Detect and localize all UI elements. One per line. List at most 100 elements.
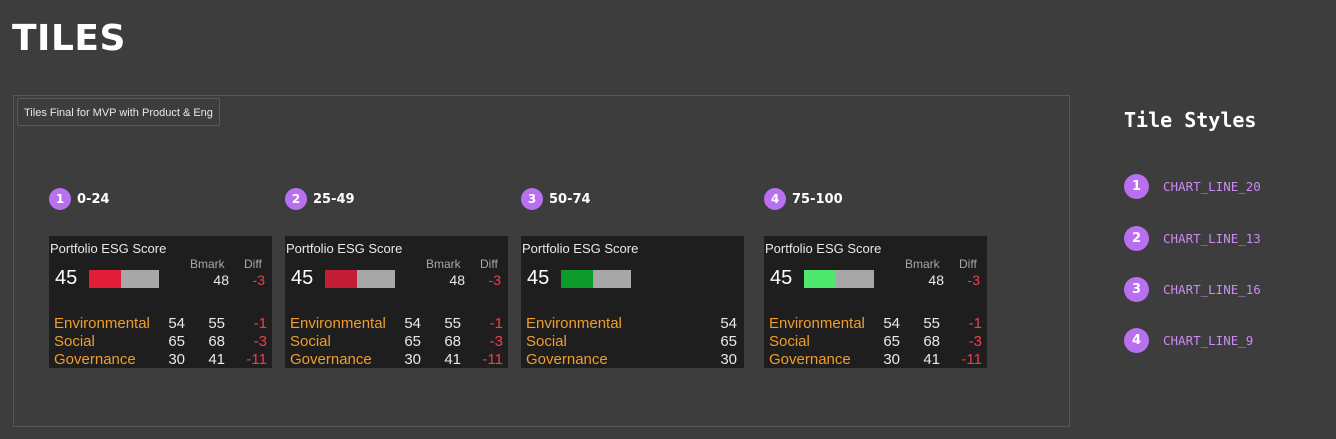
variant-header: 4 75-100 — [764, 187, 843, 211]
pillar-score: 54 — [404, 315, 421, 332]
style-name: CHART_LINE_13 — [1163, 231, 1261, 246]
variant-range-label: 25-49 — [313, 191, 355, 207]
pillar-name: Social — [769, 333, 810, 350]
pillar-diff: -11 — [246, 351, 267, 368]
portfolio-score: 45 — [291, 267, 314, 289]
score-bar-fill — [325, 270, 357, 288]
pillar-bmark: 68 — [923, 333, 940, 350]
pillar-score: 30 — [883, 351, 900, 368]
diff-header: Diff — [959, 257, 977, 271]
pillar-diff: -3 — [968, 333, 982, 350]
variant-range-label: 75-100 — [792, 191, 843, 207]
score-bar — [89, 270, 159, 288]
pillar-row-social: Social 65 — [526, 333, 739, 351]
pillar-diff: -1 — [489, 315, 503, 332]
pillar-diff: -1 — [253, 315, 267, 332]
style-name: CHART_LINE_16 — [1163, 282, 1261, 297]
variant-header: 1 0-24 — [49, 187, 110, 211]
pillar-score: 65 — [883, 333, 900, 350]
benchmark-score: 48 — [928, 272, 944, 288]
frame — [13, 95, 1070, 427]
esg-score-tile[interactable]: Portfolio ESG Score Bmark Diff 45 48 -3 … — [49, 236, 272, 368]
style-number-badge: 3 — [1124, 277, 1149, 302]
benchmark-score: 48 — [449, 272, 465, 288]
pillar-row-social: Social 65 68 -3 — [769, 333, 982, 351]
pillar-bmark: 41 — [208, 351, 225, 368]
variant-3: 3 50-74 Portfolio ESG Score 45 Environme… — [521, 187, 744, 368]
variant-range-label: 0-24 — [77, 191, 110, 207]
pillar-name: Social — [526, 333, 567, 350]
variant-1: 1 0-24 Portfolio ESG Score Bmark Diff 45… — [49, 187, 272, 368]
variant-range-label: 50-74 — [549, 191, 591, 207]
pillar-rows: Environmental 54 55 -1 Social 65 68 -3 G… — [769, 315, 982, 369]
variant-number-badge: 1 — [49, 188, 71, 210]
diff-header: Diff — [244, 257, 262, 271]
variant-number-badge: 4 — [764, 188, 786, 210]
pillar-rows: Environmental 54 55 -1 Social 65 68 -3 G… — [290, 315, 503, 369]
esg-score-tile[interactable]: Portfolio ESG Score 45 Environmental 54 … — [521, 236, 744, 368]
style-name: CHART_LINE_9 — [1163, 333, 1254, 348]
variant-2: 2 25-49 Portfolio ESG Score Bmark Diff 4… — [285, 187, 508, 368]
pillar-score: 54 — [720, 315, 737, 332]
tile-style-item-3: 3 CHART_LINE_16 — [1124, 277, 1261, 302]
score-bar-fill — [561, 270, 593, 288]
pillar-name: Governance — [54, 351, 136, 368]
pillar-name: Social — [290, 333, 331, 350]
diff-header: Diff — [480, 257, 498, 271]
pillar-row-social: Social 65 68 -3 — [290, 333, 503, 351]
style-number-badge: 4 — [1124, 328, 1149, 353]
variant-header: 2 25-49 — [285, 187, 355, 211]
variant-4: 4 75-100 Portfolio ESG Score Bmark Diff … — [764, 187, 987, 368]
pillar-row-governance: Governance 30 — [526, 351, 739, 369]
pillar-bmark: 55 — [208, 315, 225, 332]
score-bar — [561, 270, 631, 288]
pillar-diff: -3 — [489, 333, 503, 350]
style-number-badge: 2 — [1124, 226, 1149, 251]
pillar-bmark: 41 — [444, 351, 461, 368]
pillar-score: 65 — [168, 333, 185, 350]
pillar-score: 65 — [404, 333, 421, 350]
pillar-row-environmental: Environmental 54 — [526, 315, 739, 333]
pillar-name: Environmental — [290, 315, 386, 332]
bmark-header: Bmark — [426, 257, 461, 271]
pillar-row-governance: Governance 30 41 -11 — [290, 351, 503, 369]
pillar-row-environmental: Environmental 54 55 -1 — [290, 315, 503, 333]
benchmark-score: 48 — [213, 272, 229, 288]
pillar-bmark: 68 — [444, 333, 461, 350]
tile-style-item-1: 1 CHART_LINE_20 — [1124, 174, 1261, 199]
pillar-rows: Environmental 54 55 -1 Social 65 68 -3 G… — [54, 315, 267, 369]
pillar-name: Environmental — [54, 315, 150, 332]
frame-label[interactable]: Tiles Final for MVP with Product & Eng — [17, 98, 220, 126]
pillar-bmark: 55 — [923, 315, 940, 332]
tile-title: Portfolio ESG Score — [286, 241, 403, 256]
esg-score-tile[interactable]: Portfolio ESG Score Bmark Diff 45 48 -3 … — [764, 236, 987, 368]
pillar-bmark: 41 — [923, 351, 940, 368]
pillar-name: Governance — [526, 351, 608, 368]
pillar-name: Governance — [290, 351, 372, 368]
variant-number-badge: 2 — [285, 188, 307, 210]
bmark-header: Bmark — [190, 257, 225, 271]
score-diff: -3 — [252, 272, 265, 288]
pillar-row-governance: Governance 30 41 -11 — [769, 351, 982, 369]
pillar-score: 30 — [168, 351, 185, 368]
pillar-score: 54 — [168, 315, 185, 332]
tile-style-item-2: 2 CHART_LINE_13 — [1124, 226, 1261, 251]
bmark-header: Bmark — [905, 257, 940, 271]
tile-title: Portfolio ESG Score — [50, 241, 167, 256]
tile-styles-title: Tile Styles — [1124, 108, 1257, 132]
score-diff: -3 — [967, 272, 980, 288]
pillar-name: Environmental — [526, 315, 622, 332]
pillar-score: 65 — [720, 333, 737, 350]
pillar-bmark: 68 — [208, 333, 225, 350]
esg-score-tile[interactable]: Portfolio ESG Score Bmark Diff 45 48 -3 … — [285, 236, 508, 368]
variant-header: 3 50-74 — [521, 187, 591, 211]
tile-title: Portfolio ESG Score — [765, 241, 882, 256]
pillar-row-environmental: Environmental 54 55 -1 — [769, 315, 982, 333]
pillar-diff: -3 — [253, 333, 267, 350]
tile-style-item-4: 4 CHART_LINE_9 — [1124, 328, 1253, 353]
portfolio-score: 45 — [527, 267, 550, 289]
style-name: CHART_LINE_20 — [1163, 179, 1261, 194]
score-bar — [804, 270, 874, 288]
score-bar — [325, 270, 395, 288]
score-bar-fill — [804, 270, 836, 288]
